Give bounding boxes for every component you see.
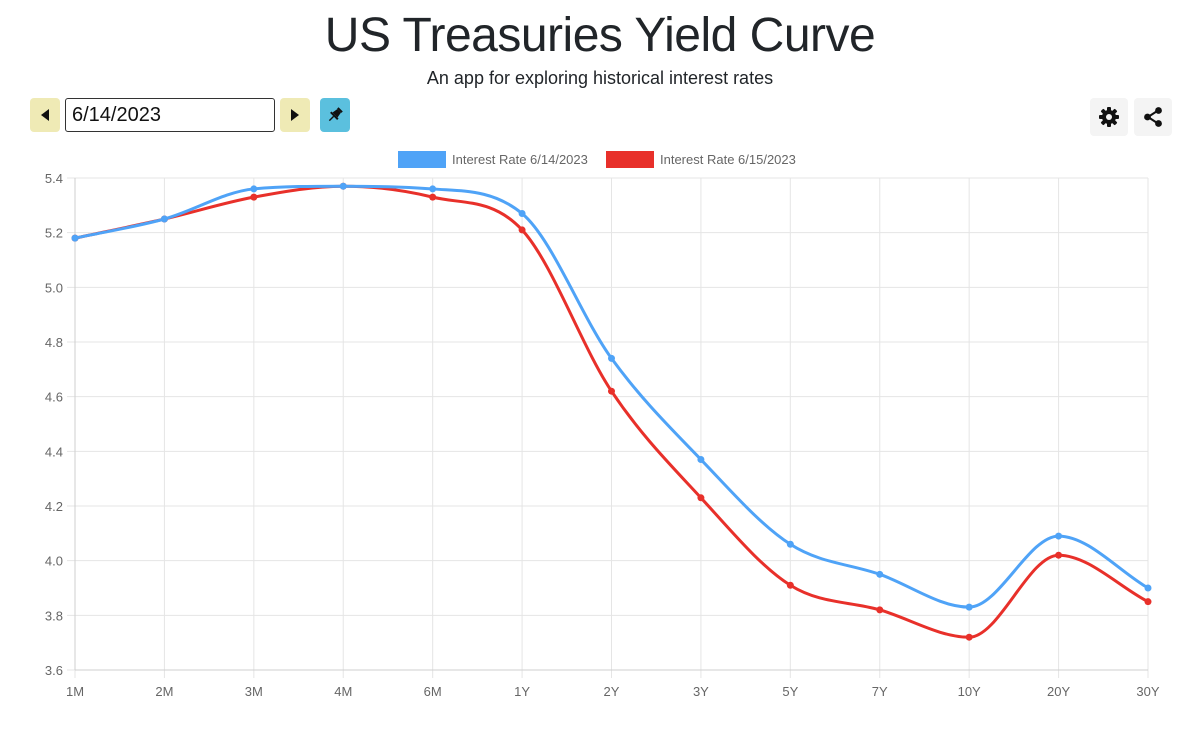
data-point-series-1 — [160, 215, 168, 223]
data-point-series-1 — [1144, 584, 1152, 592]
data-point-series-2 — [608, 387, 615, 395]
data-point-series-2 — [786, 581, 794, 589]
gear-icon — [1099, 107, 1119, 127]
y-tick-label: 4.6 — [45, 390, 63, 405]
data-point-series-1 — [71, 234, 79, 242]
data-point-series-1 — [1055, 532, 1063, 540]
date-input[interactable] — [65, 98, 275, 132]
share-icon — [1144, 107, 1162, 127]
data-point-series-1 — [697, 456, 705, 464]
data-point-series-1 — [250, 185, 258, 193]
y-tick-label: 4.2 — [45, 499, 63, 514]
x-tick-label: 4M — [334, 684, 352, 699]
data-point-series-2 — [339, 182, 347, 190]
x-tick-label: 3M — [245, 684, 263, 699]
y-tick-label: 5.0 — [45, 280, 63, 295]
legend-swatch-series-2 — [606, 151, 654, 168]
y-tick-label: 4.4 — [45, 444, 63, 459]
chart-legend: Interest Rate 6/14/2023 Interest Rate 6/… — [398, 151, 796, 168]
data-point-series-2 — [429, 193, 437, 201]
pin-icon — [328, 107, 343, 122]
data-point-series-2 — [250, 193, 258, 201]
data-point-series-1 — [429, 185, 437, 193]
data-point-series-2 — [160, 215, 168, 223]
y-tick-label: 5.2 — [45, 226, 63, 241]
x-tick-label: 7Y — [872, 684, 888, 699]
data-point-series-2 — [518, 226, 526, 234]
x-tick-label: 5Y — [782, 684, 798, 699]
caret-left-icon — [41, 109, 49, 121]
data-point-series-1 — [608, 354, 615, 362]
data-point-series-2 — [876, 606, 884, 614]
page-title: US Treasuries Yield Curve — [324, 9, 876, 62]
data-point-series-1 — [965, 603, 973, 611]
x-tick-label: 1Y — [514, 684, 530, 699]
data-point-series-2 — [71, 234, 79, 242]
legend-label-series-2: Interest Rate 6/15/2023 — [660, 152, 796, 167]
chart-series — [71, 182, 1152, 641]
pin-button[interactable] — [320, 98, 350, 132]
data-point-series-1 — [876, 570, 884, 578]
chart-grid — [67, 177, 1149, 678]
y-tick-label: 3.8 — [45, 608, 63, 623]
x-tick-label: 2Y — [604, 684, 620, 699]
x-tick-label: 30Y — [1136, 684, 1159, 699]
data-point-series-2 — [1144, 598, 1152, 606]
share-button[interactable] — [1134, 98, 1172, 136]
caret-right-icon — [291, 109, 299, 121]
data-point-series-2 — [1055, 551, 1063, 559]
data-point-series-1 — [339, 182, 347, 190]
next-date-button[interactable] — [280, 98, 310, 132]
series-line-1 — [74, 184, 1149, 609]
x-tick-label: 10Y — [958, 684, 981, 699]
chart-axes: 5.4 5.2 5.0 4.8 4.6 4.4 4.2 4.0 3.8 3.61M 2M 3M 4M 6M… — [45, 171, 1160, 699]
legend-label-series-1: Interest Rate 6/14/2023 — [452, 152, 588, 167]
data-point-series-2 — [697, 494, 705, 502]
x-tick-label: 20Y — [1047, 684, 1070, 699]
x-tick-label: 1M — [66, 684, 84, 699]
series-line-2 — [74, 184, 1149, 639]
y-tick-label: 3.6 — [45, 663, 63, 678]
x-tick-label: 6M — [424, 684, 442, 699]
previous-date-button[interactable] — [30, 98, 60, 132]
y-tick-label: 5.4 — [45, 171, 63, 186]
x-tick-label: 3Y — [693, 684, 709, 699]
data-point-series-1 — [786, 540, 794, 548]
legend-swatch-series-1 — [398, 151, 446, 168]
page-subtitle: An app for exploring historical interest… — [426, 68, 774, 88]
y-tick-label: 4.8 — [45, 335, 63, 350]
settings-button[interactable] — [1090, 98, 1128, 136]
y-tick-label: 4.0 — [45, 554, 63, 569]
data-point-series-1 — [518, 210, 526, 218]
data-point-series-2 — [965, 633, 973, 641]
x-tick-label: 2M — [155, 684, 173, 699]
